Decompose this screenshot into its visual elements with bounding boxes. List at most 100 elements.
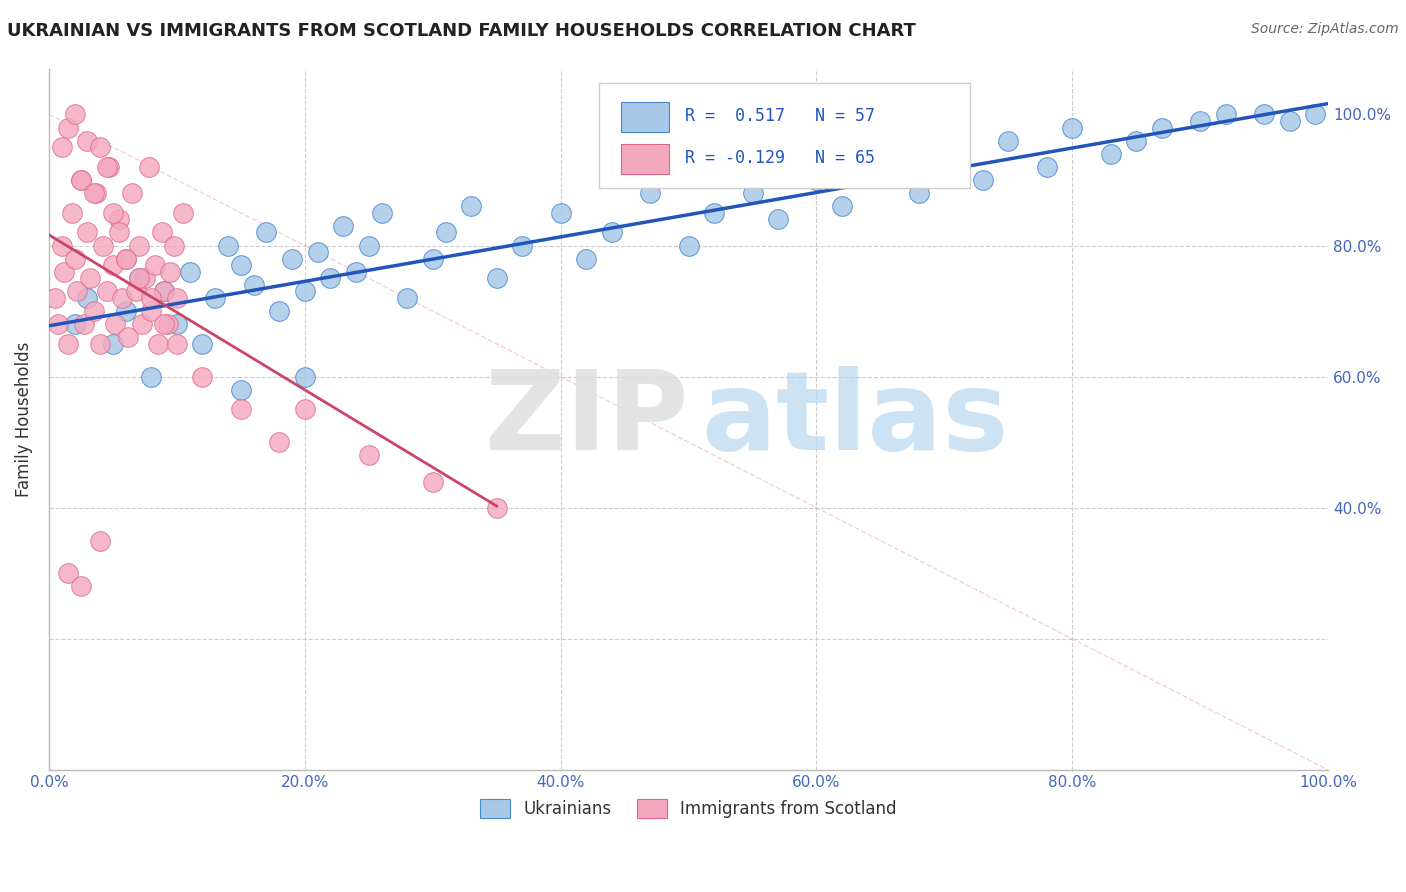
Point <box>156 317 179 331</box>
Point <box>997 134 1019 148</box>
Point <box>76 226 98 240</box>
Point <box>678 238 700 252</box>
Point <box>89 140 111 154</box>
Point <box>138 160 160 174</box>
Point <box>294 285 316 299</box>
Point <box>204 291 226 305</box>
Point <box>141 291 163 305</box>
Text: ZIP: ZIP <box>485 366 689 473</box>
Point <box>1305 107 1327 121</box>
Point <box>83 186 105 200</box>
Point <box>191 337 214 351</box>
Point <box>53 265 76 279</box>
Point <box>370 206 392 220</box>
Point <box>460 199 482 213</box>
Point <box>703 206 725 220</box>
Point <box>63 317 86 331</box>
Point <box>869 160 891 174</box>
Point <box>269 304 291 318</box>
Point <box>1189 114 1212 128</box>
Text: UKRAINIAN VS IMMIGRANTS FROM SCOTLAND FAMILY HOUSEHOLDS CORRELATION CHART: UKRAINIAN VS IMMIGRANTS FROM SCOTLAND FA… <box>7 22 915 40</box>
Point <box>357 448 380 462</box>
Point <box>1253 107 1275 121</box>
Point <box>63 107 86 121</box>
Point <box>146 337 169 351</box>
Point <box>84 186 107 200</box>
Point <box>70 173 93 187</box>
Point <box>91 238 114 252</box>
Point <box>319 271 342 285</box>
Point <box>422 252 444 266</box>
Point <box>70 579 93 593</box>
Point <box>934 146 956 161</box>
Point <box>229 258 252 272</box>
Point <box>101 206 124 220</box>
Point <box>89 337 111 351</box>
Point <box>56 566 79 581</box>
Point <box>101 258 124 272</box>
Point <box>357 238 380 252</box>
Text: atlas: atlas <box>702 366 1008 473</box>
Point <box>51 140 73 154</box>
Point <box>1062 120 1084 135</box>
Bar <box>621 103 669 132</box>
Point <box>114 304 136 318</box>
Point <box>254 226 277 240</box>
Point <box>72 317 94 331</box>
Point <box>422 475 444 489</box>
Point <box>108 226 131 240</box>
Point <box>217 238 239 252</box>
Point <box>1150 120 1173 135</box>
Point <box>150 226 173 240</box>
Point <box>281 252 304 266</box>
Point <box>766 212 789 227</box>
Point <box>307 245 329 260</box>
Text: R = -0.129   N = 65: R = -0.129 N = 65 <box>685 149 875 168</box>
Point <box>60 206 83 220</box>
Point <box>344 265 367 279</box>
Point <box>76 291 98 305</box>
Y-axis label: Family Households: Family Households <box>15 342 32 497</box>
Point <box>56 337 79 351</box>
Point <box>134 271 156 285</box>
Point <box>128 271 150 285</box>
Point <box>96 160 118 174</box>
Point <box>143 258 166 272</box>
Point <box>1035 160 1057 174</box>
Point <box>179 265 201 279</box>
Point <box>98 160 121 174</box>
Point <box>229 383 252 397</box>
Point <box>125 285 148 299</box>
Point <box>166 291 188 305</box>
Point <box>269 435 291 450</box>
Point <box>79 271 101 285</box>
Point <box>63 252 86 266</box>
Point <box>332 219 354 233</box>
Point <box>485 271 508 285</box>
Point <box>76 134 98 148</box>
Point <box>141 369 163 384</box>
Point <box>153 285 176 299</box>
Point <box>56 120 79 135</box>
Point <box>96 285 118 299</box>
Point <box>294 402 316 417</box>
Point <box>51 238 73 252</box>
Text: Source: ZipAtlas.com: Source: ZipAtlas.com <box>1251 22 1399 37</box>
FancyBboxPatch shape <box>599 83 970 188</box>
Point <box>907 186 929 200</box>
Point <box>131 317 153 331</box>
Point <box>434 226 457 240</box>
Point <box>166 317 188 331</box>
Point <box>1278 114 1301 128</box>
Point <box>166 337 188 351</box>
Point <box>101 337 124 351</box>
Point <box>191 369 214 384</box>
Point <box>114 252 136 266</box>
Point <box>44 291 66 305</box>
Point <box>159 265 181 279</box>
Point <box>111 291 134 305</box>
Point <box>1125 134 1147 148</box>
Point <box>89 533 111 548</box>
Point <box>114 252 136 266</box>
Point <box>128 238 150 252</box>
